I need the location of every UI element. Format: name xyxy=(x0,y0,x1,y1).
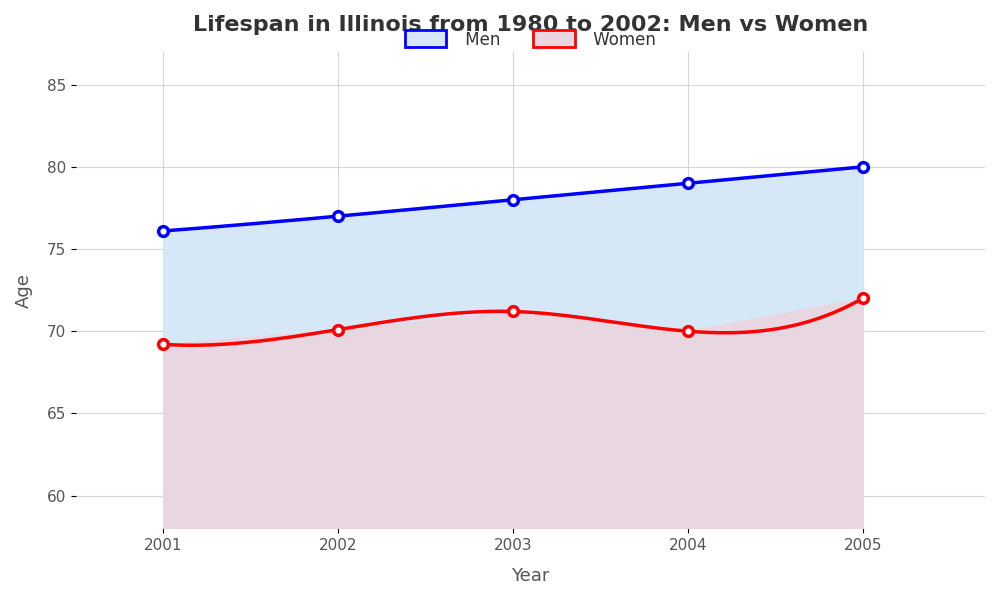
Legend:  Men,  Women: Men, Women xyxy=(396,22,665,57)
X-axis label: Year: Year xyxy=(511,567,550,585)
Y-axis label: Age: Age xyxy=(15,272,33,308)
Title: Lifespan in Illinois from 1980 to 2002: Men vs Women: Lifespan in Illinois from 1980 to 2002: … xyxy=(193,15,868,35)
